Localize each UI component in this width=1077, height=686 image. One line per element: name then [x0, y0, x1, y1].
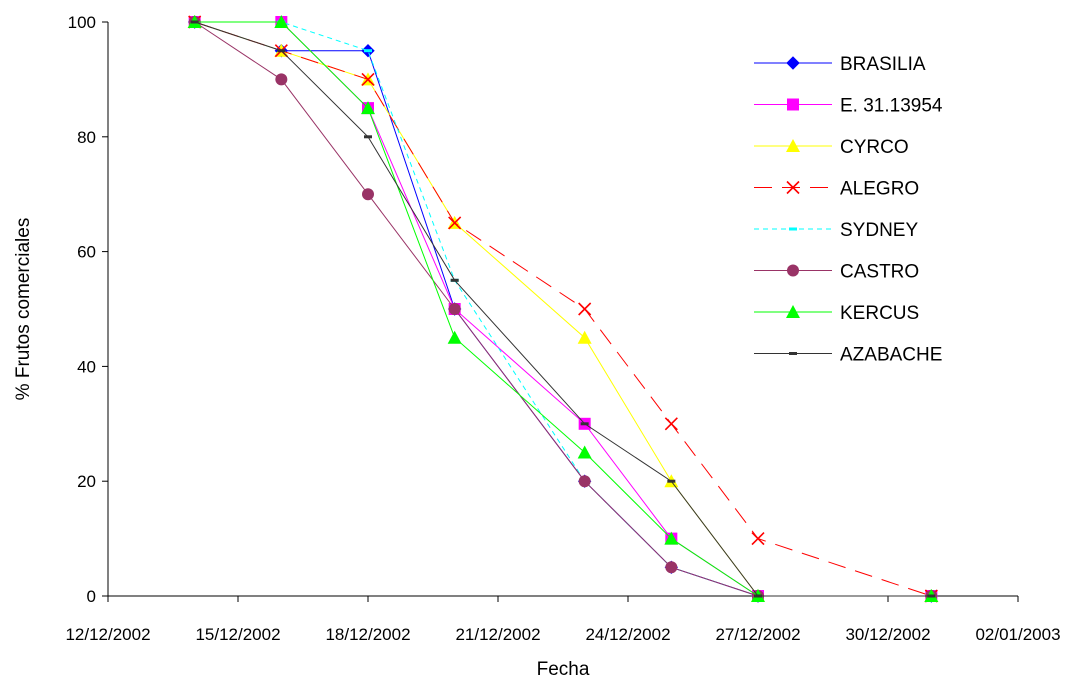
series-layer: [187, 15, 939, 603]
y-tick-label: 40: [77, 357, 96, 376]
series-line-azabache: [194, 21, 932, 597]
series-brasilia: [187, 15, 939, 603]
legend-item-kercus: KERCUS: [754, 303, 919, 324]
data-point-castro: [448, 303, 461, 315]
data-point-alegro: [578, 302, 592, 316]
series-cyrco: [187, 15, 939, 602]
legend-item-cyrco: CYRCO: [754, 137, 909, 158]
series-azabache: [190, 20, 936, 598]
legend-item-castro: CASTRO: [754, 262, 919, 283]
legend-marker: [786, 56, 800, 70]
data-point-kercus: [577, 445, 592, 459]
data-point-kercus: [274, 15, 289, 28]
series-line-cyrco: [194, 21, 932, 597]
x-axis-title: Fecha: [537, 659, 590, 680]
y-tick-label: 20: [77, 472, 96, 491]
y-tick-label: 80: [77, 128, 96, 147]
series-alegro: [188, 15, 938, 603]
x-ticks: 12/12/2002 15/12/2002 18/12/2002 21/12/2002…: [65, 596, 1061, 644]
legend-marker: [786, 305, 800, 318]
series-line-castro: [194, 21, 932, 597]
legend-item-e-31-13954: E. 31.13954: [754, 96, 943, 117]
data-point-kercus: [447, 330, 462, 344]
data-point-cyrco: [577, 330, 592, 344]
legend-label: CASTRO: [840, 262, 919, 283]
series-line-kercus: [194, 21, 932, 597]
x-tick-label: 21/12/2002: [455, 625, 540, 644]
data-point-alegro: [664, 417, 678, 431]
data-point-alegro: [361, 72, 375, 86]
legend-label: SYDNEY: [840, 220, 918, 241]
x-tick-label: 15/12/2002: [195, 625, 280, 644]
x-tick-label: 02/01/2003: [975, 625, 1060, 644]
x-tick-label: 27/12/2002: [715, 625, 800, 644]
legend-marker: [787, 264, 799, 277]
data-point-castro: [665, 561, 678, 574]
legend-label: E. 31.13954: [840, 96, 943, 117]
data-point-alegro: [448, 216, 462, 230]
y-tick-label: 100: [68, 13, 96, 32]
legend-label: AZABACHE: [840, 345, 942, 366]
legend-label: BRASILIA: [840, 54, 926, 75]
y-tick-label: 60: [77, 243, 96, 262]
series-line-alegro: [194, 21, 932, 597]
y-axis-title: % Frutos comerciales: [13, 218, 34, 401]
legend-label: CYRCO: [840, 137, 909, 158]
series-line-e-31-13954: [194, 21, 932, 597]
series-kercus: [187, 15, 939, 602]
data-point-castro: [275, 73, 288, 86]
legend-marker: [786, 180, 800, 195]
data-point-alegro: [751, 532, 765, 546]
legend-marker: [786, 139, 800, 152]
y-tick-label: 0: [87, 587, 96, 606]
data-point-castro: [362, 188, 374, 201]
x-tick-label: 24/12/2002: [585, 625, 670, 644]
series-e-31-13954: [188, 16, 938, 602]
x-tick-label: 18/12/2002: [325, 625, 410, 644]
series-line-sydney: [194, 21, 932, 597]
legend-item-alegro: ALEGRO: [754, 179, 919, 200]
legend-marker: [787, 98, 799, 111]
legend-item-azabache: AZABACHE: [754, 345, 942, 366]
legend-item-sydney: SYDNEY: [754, 220, 918, 241]
y-ticks: 0 20 40 60 80 100: [68, 13, 108, 606]
x-tick-label: 12/12/2002: [65, 625, 150, 644]
legend-item-brasilia: BRASILIA: [754, 54, 926, 75]
series-line-brasilia: [194, 21, 932, 597]
legend: BRASILIA E. 31.13954 CYRCO ALEGRO SYDNEY CAST…: [754, 54, 943, 366]
data-point-kercus: [361, 101, 375, 115]
x-tick-label: 30/12/2002: [845, 625, 930, 644]
legend-label: ALEGRO: [840, 179, 919, 200]
legend-label: KERCUS: [840, 303, 919, 324]
series-castro: [188, 16, 938, 602]
data-point-kercus: [664, 531, 679, 545]
data-point-castro: [578, 475, 591, 488]
